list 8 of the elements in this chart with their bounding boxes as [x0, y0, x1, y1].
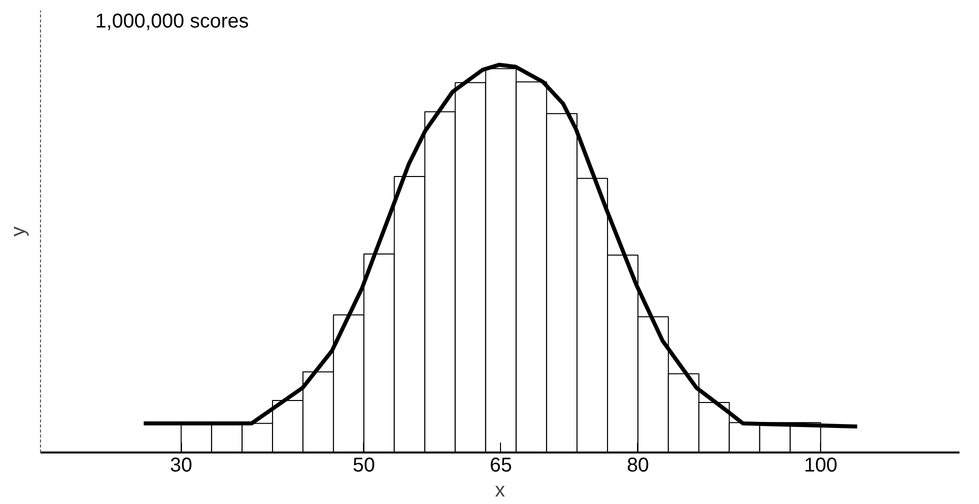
x-tick-label: 80 [626, 454, 650, 476]
x-tick-label: 100 [804, 454, 838, 476]
x-tick-label: 30 [170, 454, 192, 476]
x-tick-label: 50 [352, 454, 376, 476]
y-axis-title: y [8, 226, 30, 236]
x-axis-title: x [495, 480, 505, 502]
text: 1,000,000 scores [95, 10, 249, 33]
x-tick-label: 65 [490, 454, 512, 476]
